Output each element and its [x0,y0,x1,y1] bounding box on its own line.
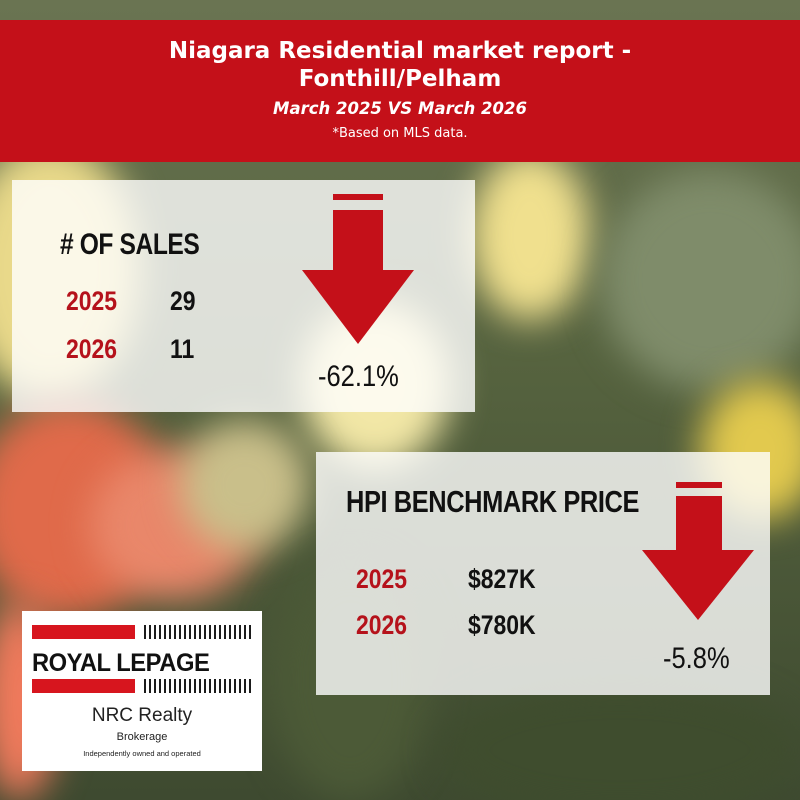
hpi-change-percent: -5.8% [663,642,730,675]
report-title-line1: Niagara Residential market report - [168,38,632,64]
down-arrow-icon [302,194,414,344]
royal-lepage-logo: ROYAL LEPAGE NRC Realty Brokerage Indepe… [22,611,262,771]
hpi-year-2025: 2025 [356,564,408,594]
logo-brokerage: Brokerage [116,731,168,743]
down-arrow-icon [642,482,754,620]
sales-heading: # OF SALES [60,228,200,261]
hpi-year-2026: 2026 [356,610,408,640]
sales-change-percent: -62.1% [318,360,399,393]
logo-top-bar [32,625,254,639]
hpi-heading: HPI BENCHMARK PRICE [346,484,640,519]
report-header: Niagara Residential market report - Font… [0,20,800,162]
sales-value-2026: 11 [170,334,195,364]
logo-bottom-bar [32,679,254,693]
logo-brand-name: ROYAL LEPAGE [32,649,210,677]
report-period: March 2025 VS March 2026 [273,99,527,118]
hpi-card: HPI BENCHMARK PRICE 2025 $827K 2026 $780… [316,452,770,695]
hpi-value-2026: $780K [468,610,536,640]
data-source-note: *Based on MLS data. [332,126,468,141]
sales-year-2026: 2026 [66,334,118,364]
logo-office-name: NRC Realty [91,705,193,726]
report-title-line2: Fonthill/Pelham [298,66,502,92]
hpi-value-2025: $827K [468,564,536,594]
sales-card: # OF SALES 2025 29 2026 11 -62.1% [12,180,475,412]
sales-value-2025: 29 [170,286,196,316]
sales-year-2025: 2025 [66,286,118,316]
logo-tagline: Independently owned and operated [83,749,201,758]
